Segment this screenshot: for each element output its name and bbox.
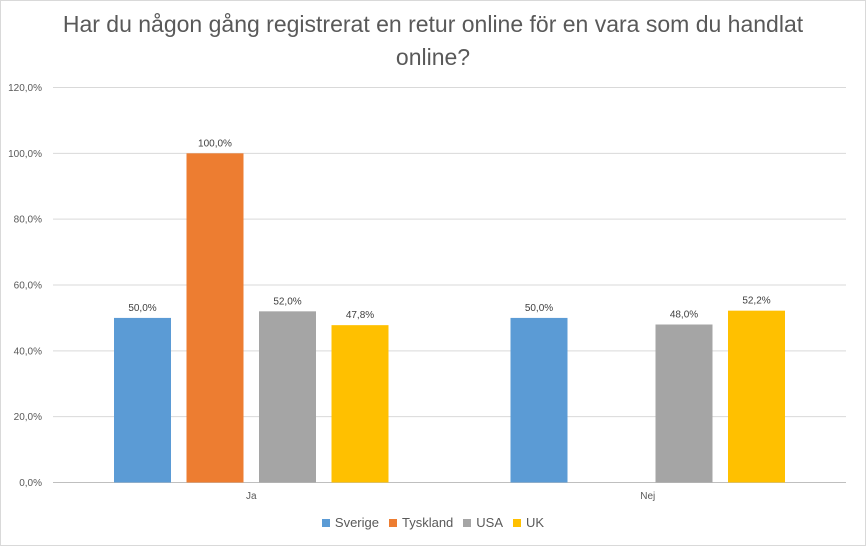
legend-label: USA — [476, 515, 504, 530]
y-tick-label: 20,0% — [14, 412, 42, 423]
legend-label: Tyskland — [401, 515, 454, 530]
y-tick-label: 120,0% — [8, 83, 42, 94]
data-label: 50,0% — [128, 303, 156, 314]
y-tick-label: 0,0% — [19, 478, 42, 489]
legend-swatch — [513, 518, 522, 527]
legend-swatch — [321, 518, 330, 527]
legend-item: USA — [463, 515, 503, 530]
bar — [186, 153, 244, 483]
legend-swatch — [463, 518, 472, 527]
bar — [655, 324, 713, 483]
x-tick-label: Ja — [246, 491, 257, 502]
y-tick-label: 40,0% — [14, 346, 42, 357]
legend-item: UK — [513, 515, 544, 530]
y-tick-label: 100,0% — [8, 149, 42, 160]
data-label: 100,0% — [198, 138, 232, 149]
legend-label: UK — [526, 515, 545, 530]
legend-item: Tyskland — [388, 515, 454, 530]
legend-swatch — [388, 518, 397, 527]
data-label: 47,8% — [346, 310, 374, 321]
bar — [510, 317, 568, 483]
chart-title: Har du någon gång registrerat en retur o… — [62, 11, 804, 70]
x-tick-label: Nej — [640, 491, 655, 502]
data-label: 52,2% — [742, 296, 770, 307]
data-label: 48,0% — [670, 310, 698, 321]
legend-label: Sverige — [334, 515, 379, 530]
data-label: 50,0% — [525, 303, 553, 314]
legend-item: Sverige — [321, 515, 379, 530]
bar — [331, 325, 389, 483]
y-tick-label: 60,0% — [14, 281, 42, 292]
data-label: 52,0% — [273, 296, 301, 307]
bar — [259, 311, 316, 483]
bar — [114, 317, 171, 483]
bar — [728, 310, 785, 483]
legend: Sverige Tyskland USA UK — [0, 515, 866, 530]
y-tick-label: 80,0% — [14, 215, 42, 226]
